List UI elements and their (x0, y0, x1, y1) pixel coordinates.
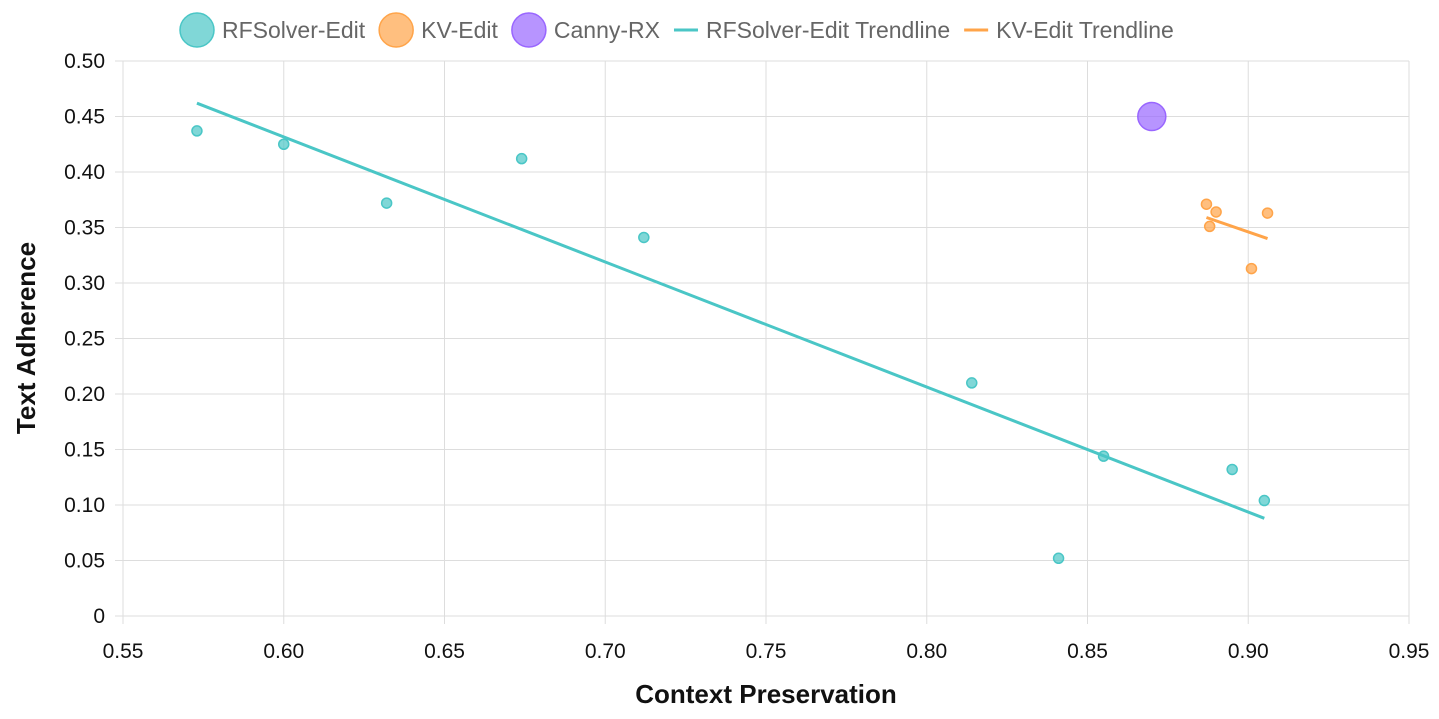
y-tick-label: 0.45 (64, 106, 105, 129)
data-point (1203, 220, 1216, 233)
y-tick-label: 0.15 (64, 439, 105, 462)
y-tick-label: 0.35 (64, 217, 105, 240)
y-tick-label: 0.50 (64, 50, 105, 73)
legend-label: Canny-RX (554, 17, 660, 43)
data-point (1210, 206, 1222, 218)
y-tick-label: 0.05 (64, 550, 105, 573)
y-tick-label: 0.30 (64, 272, 105, 295)
legend: RFSolver-Edit KV-Edit Canny-RX RFSolver-Edi… (179, 12, 1174, 48)
trendline-3 (196, 101, 1265, 520)
data-point (966, 377, 978, 389)
x-axis-title: Context Preservation (635, 679, 897, 709)
y-tick-label: 0.40 (64, 161, 105, 184)
grid (115, 60, 1410, 624)
x-tick-label: 0.70 (585, 640, 626, 663)
legend-marker-circle (179, 12, 215, 48)
data-point (1137, 101, 1167, 132)
data-point (1226, 463, 1238, 476)
data-point (1245, 262, 1258, 275)
legend-label: KV-Edit (421, 17, 498, 43)
data-point (278, 138, 290, 150)
legend-label: RFSolver-Edit (222, 17, 366, 43)
data-point (1261, 207, 1274, 219)
y-tick-label: 0.20 (64, 383, 105, 406)
x-tick-label: 0.90 (1228, 640, 1269, 663)
data-point (380, 197, 393, 209)
data-point (638, 231, 650, 244)
trendlines (196, 101, 1269, 520)
x-tick-label: 0.80 (906, 640, 947, 663)
x-tick-label: 0.65 (424, 640, 465, 663)
legend-marker-circle (511, 12, 547, 48)
data-point (1052, 552, 1065, 565)
legend-label: KV-Edit Trendline (996, 17, 1174, 43)
x-tick-label: 0.85 (1067, 640, 1108, 663)
x-tick-label: 0.95 (1389, 640, 1430, 663)
x-tick-label: 0.60 (263, 640, 304, 663)
y-tick-label: 0.10 (64, 494, 105, 517)
x-tick-label: 0.55 (103, 640, 144, 663)
x-tick-label: 0.75 (746, 640, 787, 663)
y-tick-label: 0.25 (64, 328, 105, 351)
y-tick-label: 0 (93, 605, 105, 628)
data-point (1097, 450, 1110, 462)
data-point (515, 152, 528, 165)
trendline-4 (1205, 216, 1269, 241)
data-points (191, 101, 1274, 565)
legend-label: RFSolver-Edit Trendline (706, 17, 950, 43)
y-axis-title: Text Adherence (11, 242, 41, 434)
data-point (1258, 494, 1271, 507)
data-point (1200, 198, 1213, 210)
legend-marker-circle (378, 12, 414, 48)
data-point (191, 125, 203, 137)
axes: 0.55 0.60 0.65 0.70 0.75 0.80 0.85 0.90 0.95 0 0.0… (64, 50, 1429, 663)
